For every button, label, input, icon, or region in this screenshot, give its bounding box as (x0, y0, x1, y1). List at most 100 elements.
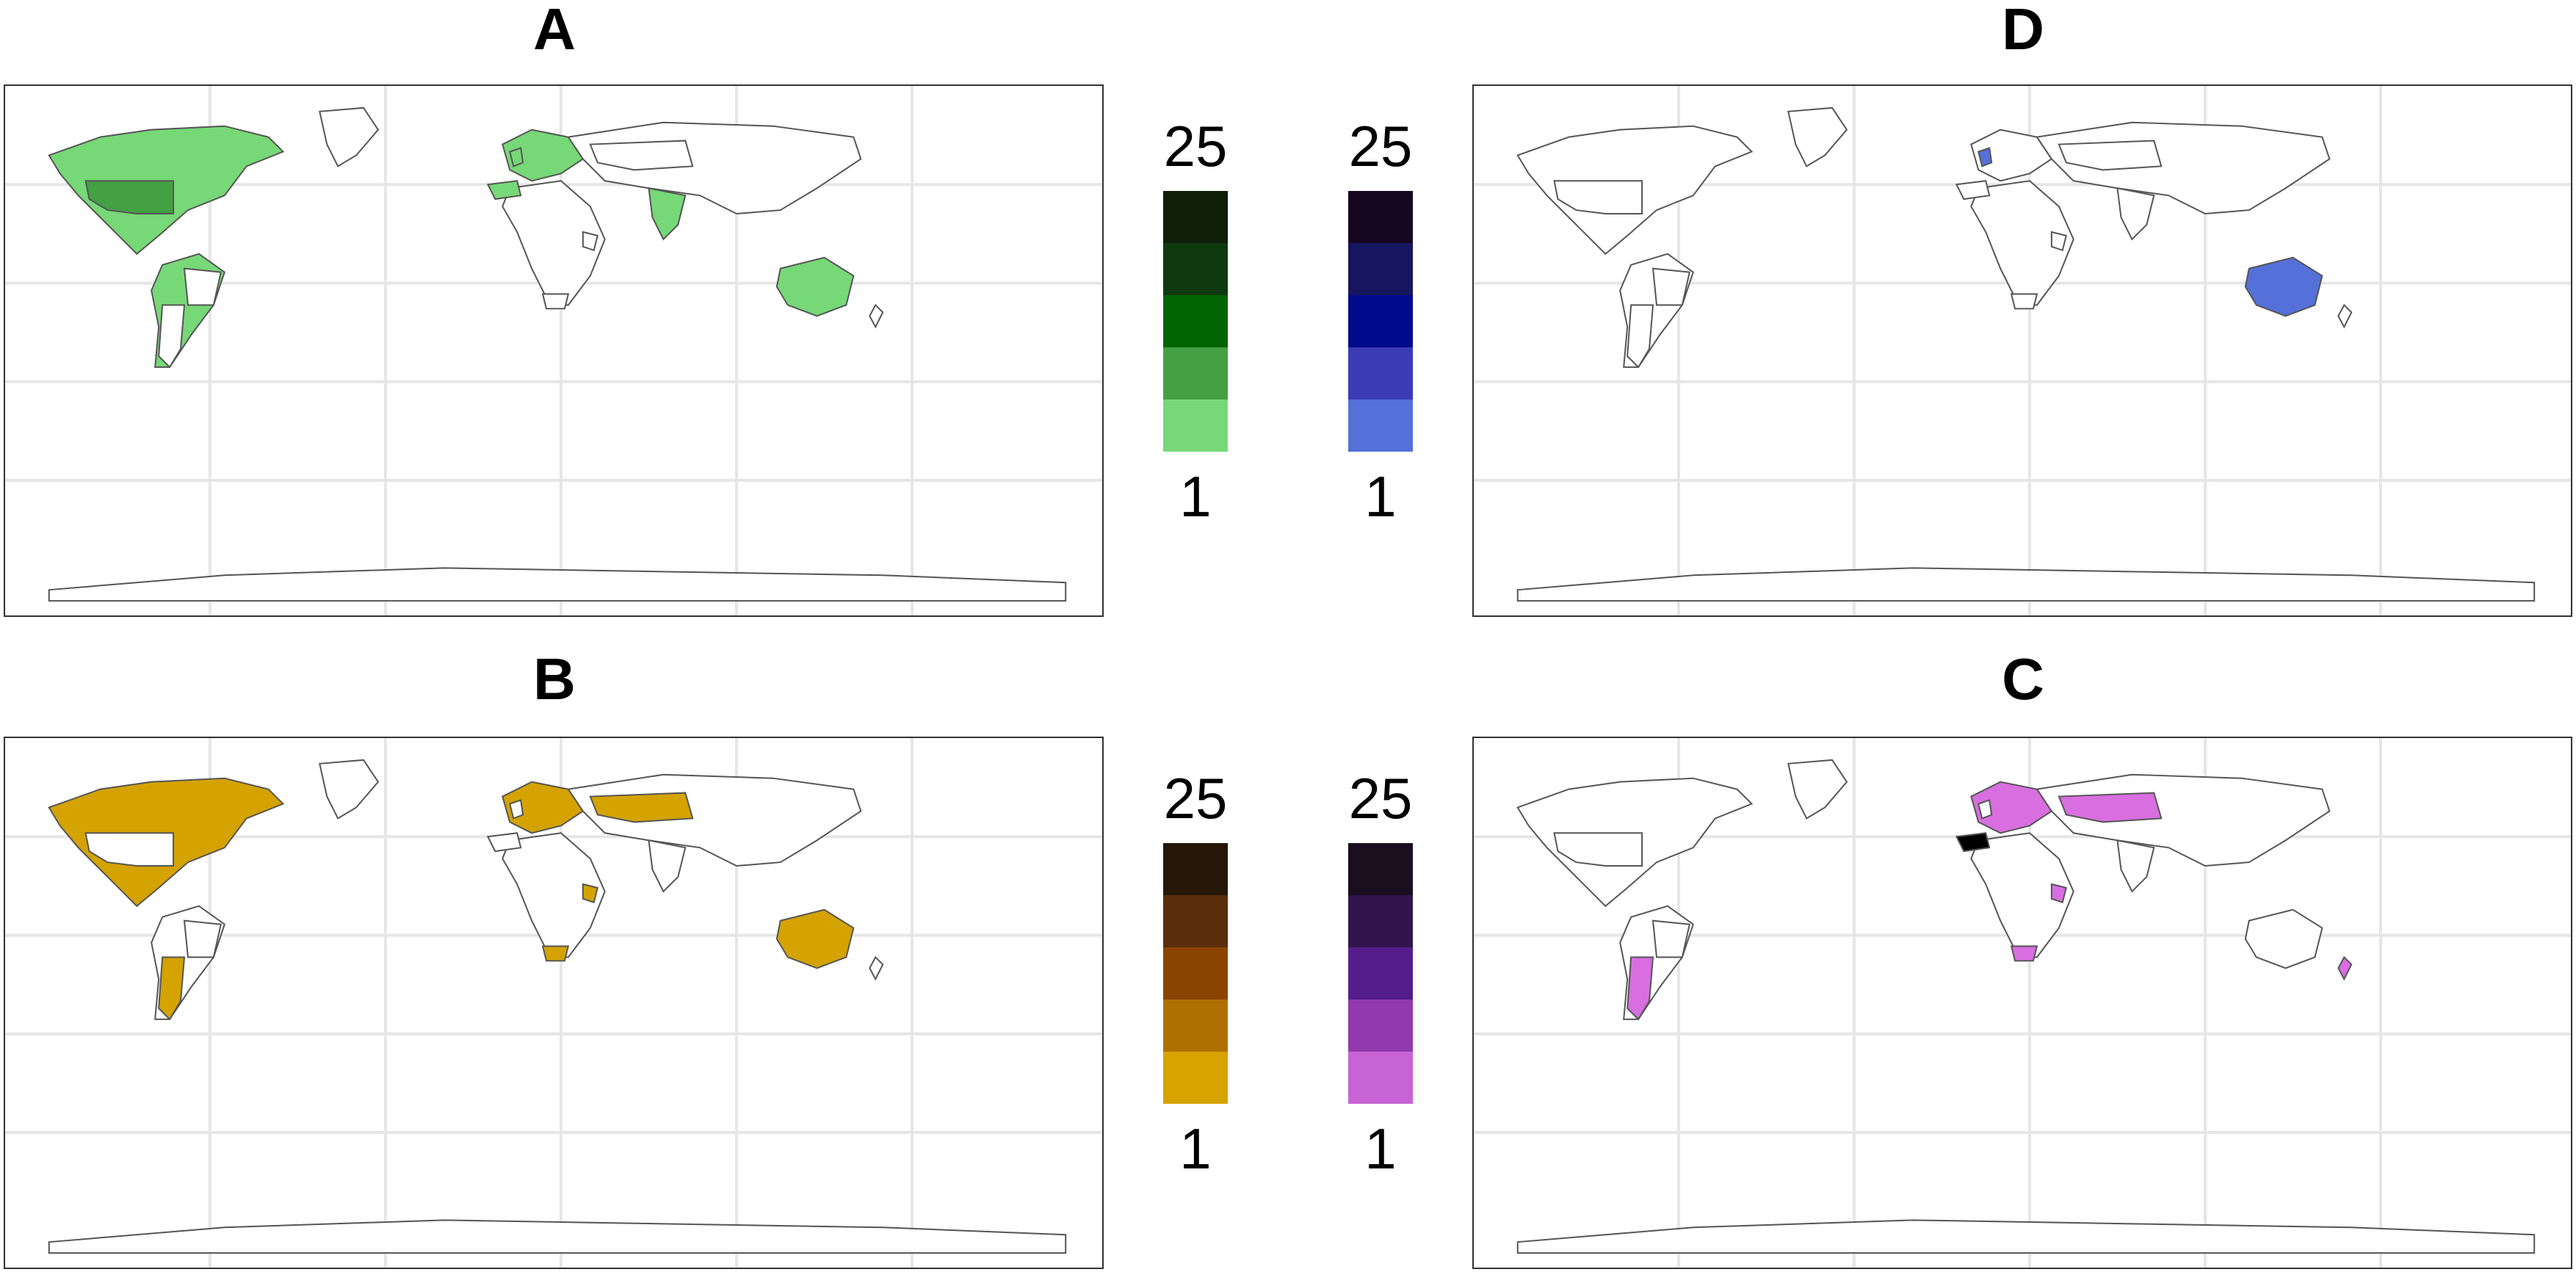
color-ramp (1348, 191, 1413, 452)
region-india (648, 187, 687, 241)
ramp-step (1163, 947, 1228, 1000)
legend-max-label: 25 (1348, 114, 1413, 178)
region-australia (775, 256, 855, 317)
ramp-step (1163, 243, 1228, 295)
region-kazRus (2058, 792, 2163, 823)
region-europe (1970, 129, 2053, 182)
region-uk (509, 799, 524, 820)
region-southAfrica (541, 945, 570, 962)
region-kazRus (589, 792, 694, 823)
region-southAfrica (541, 293, 570, 310)
ramp-step (1348, 400, 1413, 452)
region-argentina (1627, 956, 1654, 1021)
ramp-step (1348, 895, 1413, 947)
panel-label-a: A (533, 0, 576, 62)
world-map-a (5, 86, 1102, 615)
region-antarctica (1516, 1219, 2536, 1254)
region-spain (1955, 832, 1991, 853)
legend-purple: 25 1 (1336, 770, 1425, 1177)
map-panel-a (4, 84, 1104, 617)
region-usa (84, 180, 175, 215)
region-nz (869, 303, 884, 329)
ramp-step (1163, 843, 1228, 895)
region-uk (509, 147, 524, 167)
region-greenland (1787, 106, 1848, 167)
ramp-step (1163, 400, 1228, 452)
color-ramp (1348, 843, 1413, 1104)
region-nz (2337, 955, 2353, 981)
panel-label-b: B (533, 646, 576, 712)
region-usa (1553, 832, 1643, 867)
region-antarctica (1516, 567, 2536, 602)
ramp-step (1348, 347, 1413, 400)
region-eastAfrica (582, 883, 598, 904)
region-kazRus (2058, 140, 2163, 171)
region-europe (502, 781, 585, 834)
ramp-step (1348, 243, 1413, 295)
region-greenland (1787, 759, 1848, 820)
region-asia (2036, 773, 2331, 867)
region-argentina (158, 304, 186, 369)
region-spain (486, 180, 522, 200)
region-usa (1553, 180, 1643, 215)
region-spain (486, 832, 522, 853)
legend-gold: 25 1 (1151, 770, 1240, 1177)
map-panel-c (1472, 737, 2572, 1269)
region-uk (1978, 147, 1993, 167)
ramp-step (1348, 843, 1413, 895)
region-greenland (319, 106, 380, 167)
region-india (2116, 839, 2155, 893)
region-brazil (1651, 267, 1691, 306)
region-asia (567, 121, 862, 215)
world-map-d (1474, 86, 2571, 615)
region-india (2116, 187, 2155, 241)
ramp-step (1163, 1052, 1228, 1104)
ramp-step (1163, 895, 1228, 947)
legend-min-label: 1 (1179, 464, 1212, 529)
legend-max-label: 25 (1163, 114, 1228, 178)
region-europe (1970, 781, 2053, 834)
region-europe (502, 129, 585, 182)
ramp-step (1348, 947, 1413, 1000)
region-africa (502, 832, 606, 958)
ramp-step (1348, 295, 1413, 347)
region-asia (567, 773, 862, 867)
region-usa (84, 832, 175, 867)
region-nz (869, 955, 884, 981)
region-argentina (158, 956, 186, 1021)
region-greenland (319, 759, 380, 820)
ramp-step (1163, 347, 1228, 400)
region-argentina (1627, 304, 1654, 369)
legend-min-label: 1 (1179, 1116, 1212, 1181)
region-spain (1955, 180, 1991, 200)
color-ramp (1163, 843, 1228, 1104)
region-nz (2337, 303, 2353, 329)
region-australia (2244, 908, 2323, 969)
legend-max-label: 25 (1348, 766, 1413, 831)
region-brazil (183, 267, 222, 306)
legend-min-label: 1 (1364, 464, 1397, 529)
region-eastAfrica (582, 231, 598, 252)
world-map-c (1474, 738, 2571, 1268)
panel-label-d: D (2002, 0, 2044, 62)
region-brazil (183, 919, 222, 958)
legend-min-label: 1 (1364, 1116, 1397, 1181)
region-asia (2036, 121, 2331, 215)
map-panel-b (4, 737, 1104, 1269)
legend-max-label: 25 (1163, 766, 1228, 831)
region-southAfrica (2010, 293, 2038, 310)
world-map-b (5, 738, 1102, 1268)
region-india (648, 839, 687, 893)
legend-green: 25 1 (1151, 118, 1240, 525)
color-ramp (1163, 191, 1228, 452)
ramp-step (1163, 191, 1228, 243)
region-uk (1978, 799, 1993, 820)
region-australia (775, 908, 855, 969)
ramp-step (1348, 1052, 1413, 1104)
region-antarctica (48, 1219, 1067, 1254)
region-africa (1970, 180, 2074, 306)
panel-label-c: C (2002, 646, 2044, 712)
ramp-step (1163, 295, 1228, 347)
region-africa (502, 180, 606, 306)
region-southAfrica (2010, 945, 2038, 962)
